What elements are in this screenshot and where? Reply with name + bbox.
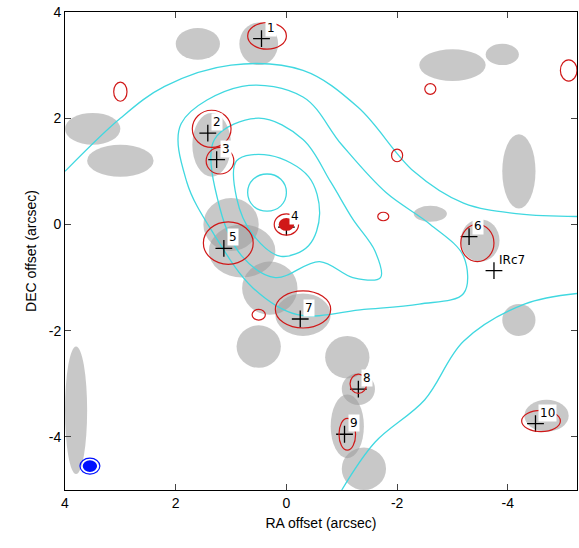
svg-text:1: 1 bbox=[267, 21, 275, 35]
svg-text:0: 0 bbox=[53, 216, 61, 232]
svg-text:4: 4 bbox=[53, 4, 61, 20]
svg-text:3: 3 bbox=[222, 142, 230, 156]
svg-text:5: 5 bbox=[229, 230, 237, 244]
svg-text:9: 9 bbox=[350, 416, 358, 430]
svg-text:2: 2 bbox=[53, 110, 61, 126]
svg-text:-4: -4 bbox=[49, 429, 62, 445]
svg-text:-2: -2 bbox=[391, 495, 404, 511]
svg-text:6: 6 bbox=[474, 219, 482, 233]
svg-text:RA offset (arcsec): RA offset (arcsec) bbox=[265, 515, 376, 531]
svg-text:0: 0 bbox=[283, 495, 291, 511]
svg-text:2: 2 bbox=[213, 115, 221, 129]
svg-text:-4: -4 bbox=[502, 495, 515, 511]
svg-text:4: 4 bbox=[61, 495, 69, 511]
svg-text:-2: -2 bbox=[49, 323, 62, 339]
svg-text:4: 4 bbox=[291, 209, 299, 223]
svg-text:7: 7 bbox=[305, 301, 313, 315]
svg-text:10: 10 bbox=[540, 406, 555, 420]
svg-text:DEC offset (arcsec): DEC offset (arcsec) bbox=[23, 190, 39, 312]
svg-text:2: 2 bbox=[172, 495, 180, 511]
svg-text:8: 8 bbox=[363, 371, 371, 385]
svg-text:IRc7: IRc7 bbox=[499, 253, 525, 267]
